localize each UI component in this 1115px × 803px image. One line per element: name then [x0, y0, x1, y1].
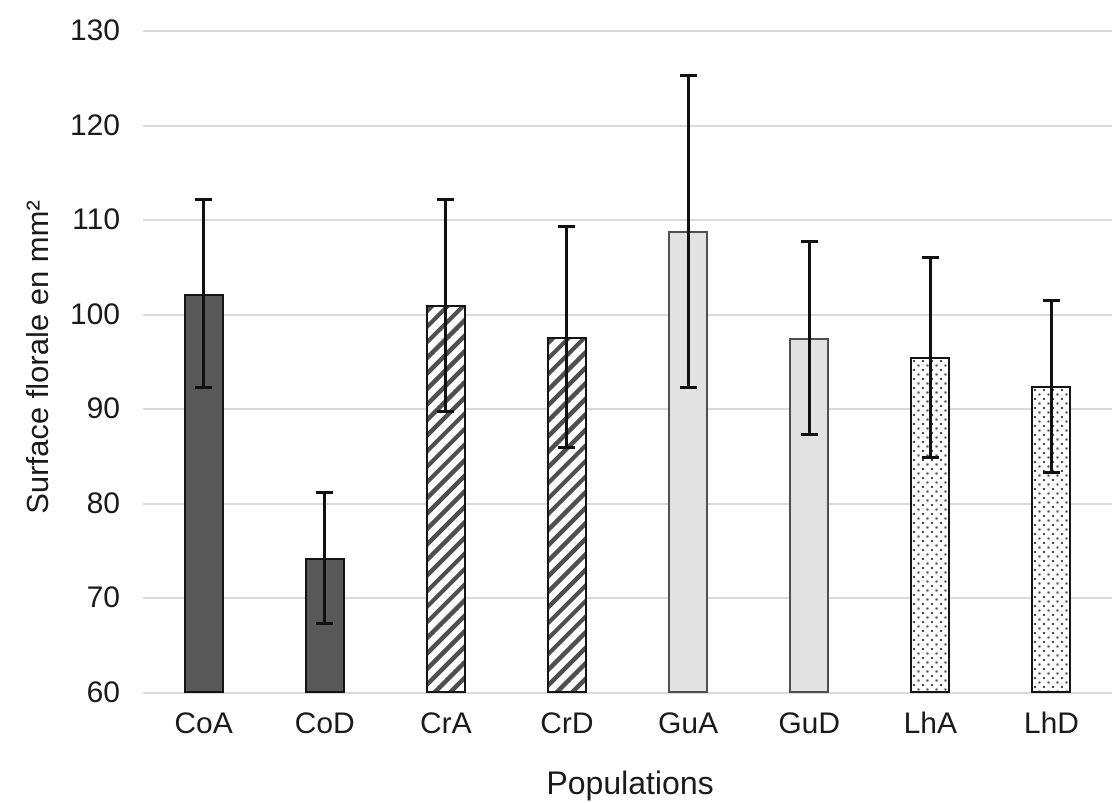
gridline-70 — [143, 597, 1112, 600]
error-bar-cap-bottom-CoA — [195, 386, 213, 390]
x-tick-label-CrA: CrA — [419, 707, 472, 740]
error-bar-line-CrA — [444, 199, 448, 413]
error-bar-line-LhA — [928, 257, 932, 458]
y-tick-label-110: 110 — [72, 203, 120, 237]
gridline-100 — [143, 313, 1112, 316]
error-bar-cap-top-CrD — [558, 224, 576, 228]
error-bar-cap-bottom-LhA — [921, 455, 939, 459]
error-bar-line-CoD — [323, 491, 327, 624]
error-bar-cap-top-LhD — [1042, 298, 1060, 302]
x-tick-label-CoA: CoA — [174, 707, 233, 740]
gridline-90 — [143, 408, 1112, 411]
x-tick-label-CoD: CoD — [294, 707, 355, 740]
error-bar-line-CrD — [565, 225, 569, 449]
gridline-120 — [143, 124, 1112, 127]
error-bar-cap-top-GuA — [679, 73, 697, 77]
error-bar-cap-top-CoA — [195, 198, 213, 202]
gridline-130 — [143, 30, 1112, 32]
bar-LhA — [910, 357, 951, 693]
y-tick-label-80: 80 — [86, 486, 120, 520]
error-bar-cap-top-CrA — [437, 198, 455, 202]
error-bar-line-GuD — [807, 240, 811, 435]
error-bar-line-LhD — [1049, 299, 1053, 473]
error-bar-cap-bottom-GuD — [800, 432, 818, 436]
error-bar-cap-top-LhA — [921, 256, 939, 260]
error-bar-cap-bottom-LhD — [1042, 470, 1060, 474]
y-tick-label-60: 60 — [86, 676, 120, 709]
x-tick-label-CrD: CrD — [540, 707, 594, 740]
y-tick-label-90: 90 — [86, 392, 120, 426]
error-bar-cap-bottom-CoD — [316, 621, 334, 625]
gridline-110 — [143, 219, 1112, 222]
error-bar-cap-bottom-CrD — [558, 446, 576, 450]
x-tick-label-GuD: GuD — [778, 707, 841, 740]
error-bar-cap-bottom-GuA — [679, 386, 697, 390]
x-axis-title: Populations — [546, 765, 714, 801]
gridline-60 — [143, 692, 1112, 694]
y-tick-label-130: 130 — [69, 14, 120, 47]
error-bar-cap-top-GuD — [800, 239, 818, 243]
error-bar-cap-top-CoD — [316, 490, 334, 494]
y-tick-label-100: 100 — [69, 297, 120, 331]
x-tick-label-LhA: LhA — [903, 707, 957, 740]
gridline-80 — [143, 502, 1112, 505]
error-bar-cap-bottom-CrA — [437, 410, 455, 414]
y-tick-label-70: 70 — [86, 581, 120, 615]
bar-LhD — [1031, 385, 1072, 693]
x-tick-label-LhD: LhD — [1023, 707, 1079, 740]
y-tick-label-120: 120 — [69, 108, 120, 142]
error-bar-line-GuA — [686, 74, 690, 389]
error-bar-line-CoA — [202, 199, 206, 389]
y-axis-title: Surface florale en mm² — [20, 200, 55, 514]
x-tick-label-GuA: GuA — [658, 707, 719, 740]
